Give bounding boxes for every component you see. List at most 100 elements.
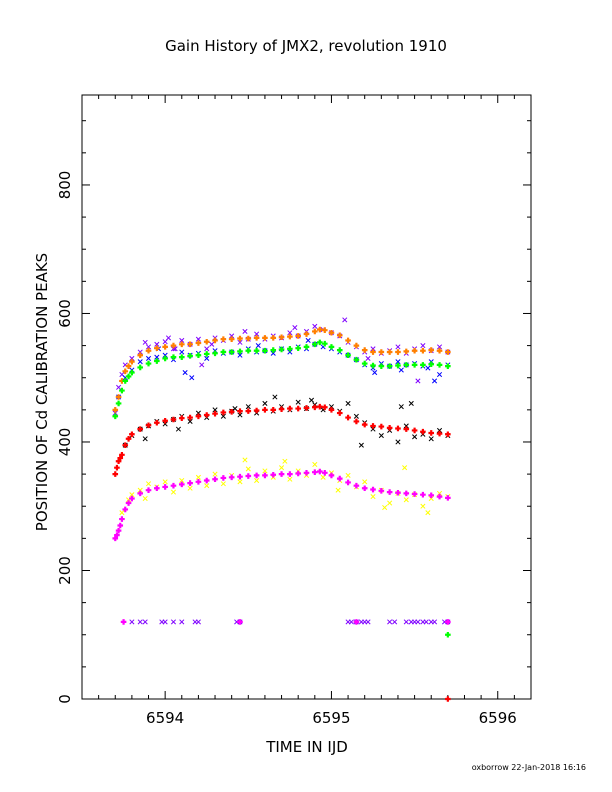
data-point bbox=[228, 349, 235, 355]
data-point bbox=[370, 349, 376, 355]
data-point bbox=[195, 352, 202, 359]
data-point bbox=[403, 497, 409, 503]
data-point bbox=[212, 476, 218, 483]
data-point bbox=[120, 619, 127, 625]
data-point bbox=[122, 506, 129, 513]
data-point bbox=[145, 481, 152, 487]
data-point bbox=[317, 468, 323, 475]
data-point bbox=[137, 490, 144, 497]
data-point bbox=[179, 337, 185, 344]
data-point bbox=[203, 412, 210, 418]
data-point bbox=[395, 359, 401, 365]
data-point bbox=[312, 461, 318, 468]
data-point bbox=[270, 407, 277, 413]
data-point bbox=[162, 479, 168, 485]
data-point bbox=[112, 535, 119, 542]
data-point bbox=[378, 432, 384, 439]
data-point bbox=[308, 397, 315, 403]
data-point bbox=[170, 482, 177, 489]
data-point bbox=[245, 466, 251, 472]
data-point bbox=[262, 407, 268, 413]
data-point bbox=[262, 468, 268, 474]
data-point bbox=[395, 439, 401, 445]
data-point bbox=[386, 349, 393, 355]
data-point bbox=[154, 345, 160, 351]
data-point bbox=[203, 338, 210, 345]
data-point bbox=[345, 400, 351, 406]
data-point bbox=[245, 404, 251, 410]
data-point bbox=[117, 522, 124, 529]
data-point bbox=[436, 427, 443, 433]
data-point bbox=[187, 480, 193, 486]
data-point bbox=[220, 409, 227, 416]
data-point bbox=[162, 484, 168, 490]
data-point bbox=[353, 342, 360, 349]
data-point bbox=[229, 333, 235, 339]
data-point bbox=[445, 431, 451, 438]
data-point bbox=[178, 415, 185, 422]
data-point bbox=[237, 352, 243, 358]
series-4 bbox=[122, 394, 451, 448]
data-point bbox=[125, 500, 132, 506]
data-point bbox=[353, 413, 359, 419]
data-point bbox=[336, 475, 343, 482]
data-point bbox=[162, 421, 168, 427]
series-2 bbox=[112, 326, 451, 413]
data-point bbox=[122, 442, 129, 448]
data-point bbox=[370, 362, 376, 369]
data-point bbox=[237, 619, 243, 625]
data-point bbox=[117, 455, 124, 461]
data-point bbox=[112, 407, 119, 413]
data-point bbox=[411, 347, 418, 354]
series-6 bbox=[119, 457, 451, 516]
data-point bbox=[303, 344, 310, 350]
data-point bbox=[321, 340, 328, 347]
data-point bbox=[287, 476, 293, 482]
data-point bbox=[145, 344, 152, 350]
y-tick-label: 0 bbox=[56, 694, 74, 704]
data-point bbox=[253, 472, 260, 479]
data-point bbox=[154, 341, 160, 347]
data-point bbox=[312, 328, 318, 335]
data-point bbox=[370, 426, 376, 432]
data-point bbox=[154, 485, 160, 492]
data-marks bbox=[112, 317, 451, 702]
data-point bbox=[137, 364, 144, 371]
data-point bbox=[145, 355, 152, 362]
data-point bbox=[142, 495, 148, 502]
data-point bbox=[408, 400, 414, 406]
data-point bbox=[137, 426, 144, 432]
data-point bbox=[303, 405, 310, 411]
data-point bbox=[328, 472, 335, 479]
data-point bbox=[312, 404, 318, 411]
data-point bbox=[395, 344, 401, 350]
data-point bbox=[115, 458, 122, 465]
data-point bbox=[278, 471, 285, 477]
data-point bbox=[195, 619, 201, 625]
data-point bbox=[415, 378, 421, 384]
data-point bbox=[195, 474, 201, 480]
data-point bbox=[436, 347, 443, 354]
data-point bbox=[204, 355, 210, 362]
data-point bbox=[278, 346, 285, 353]
data-point bbox=[255, 343, 261, 349]
data-point bbox=[220, 349, 227, 355]
series-5 bbox=[112, 403, 451, 702]
data-point bbox=[129, 355, 135, 362]
data-point bbox=[162, 352, 168, 358]
data-point bbox=[232, 406, 238, 412]
data-point bbox=[237, 473, 243, 480]
data-point bbox=[436, 490, 443, 496]
data-point bbox=[431, 378, 438, 384]
data-point bbox=[312, 341, 318, 348]
plot-frame bbox=[81, 94, 532, 700]
data-point bbox=[420, 343, 426, 349]
series-7 bbox=[112, 468, 451, 625]
data-point bbox=[436, 493, 443, 500]
data-point bbox=[387, 619, 393, 625]
data-point bbox=[262, 335, 268, 341]
data-point bbox=[420, 362, 426, 368]
data-point bbox=[403, 619, 409, 625]
data-point bbox=[392, 619, 398, 625]
